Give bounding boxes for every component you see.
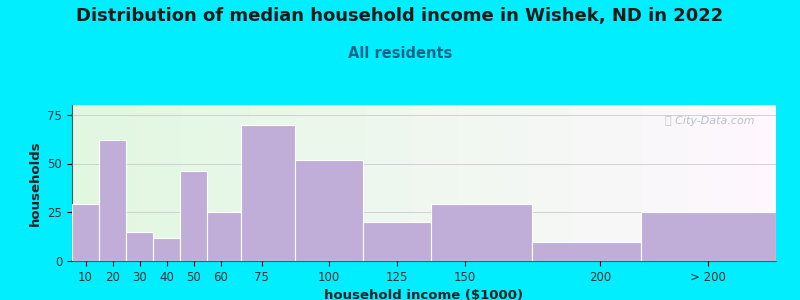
Bar: [154, 238, 180, 261]
Bar: [641, 212, 776, 261]
Bar: [207, 212, 242, 261]
Y-axis label: households: households: [29, 140, 42, 226]
Text: All residents: All residents: [348, 46, 452, 62]
Bar: [126, 232, 154, 261]
Bar: [295, 160, 363, 261]
Bar: [242, 124, 295, 261]
Bar: [363, 222, 430, 261]
Bar: [99, 140, 126, 261]
Bar: [430, 205, 532, 261]
Bar: [180, 171, 207, 261]
Text: Distribution of median household income in Wishek, ND in 2022: Distribution of median household income …: [76, 8, 724, 26]
X-axis label: household income ($1000): household income ($1000): [325, 289, 523, 300]
Bar: [72, 205, 99, 261]
Text: ⓘ City-Data.com: ⓘ City-Data.com: [666, 116, 755, 126]
Bar: [532, 242, 641, 261]
